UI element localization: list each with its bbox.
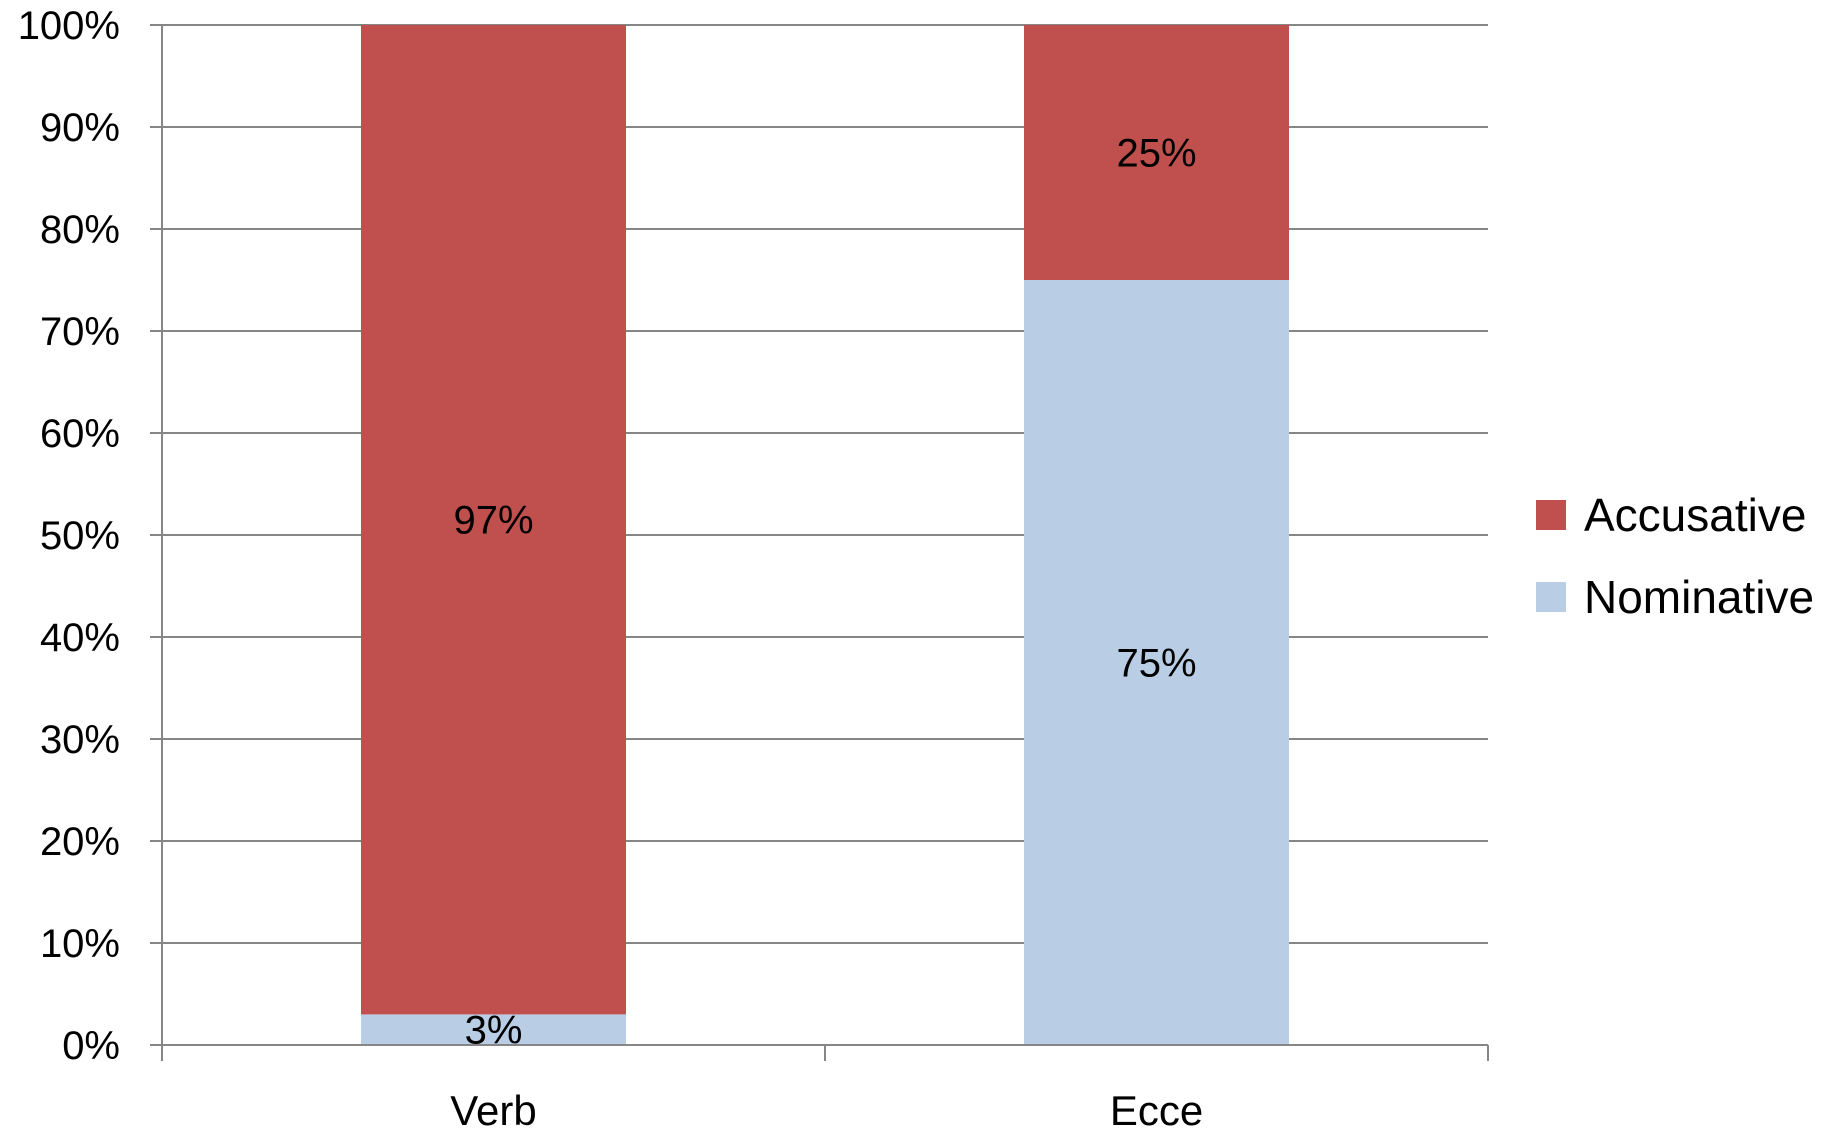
y-tick-label: 70%: [40, 310, 120, 354]
legend-swatch-nominative: [1536, 582, 1566, 612]
legend: Accusative Nominative: [1536, 489, 1814, 623]
bar-ecce-accusative: [1024, 25, 1289, 280]
y-axis-tick-labels: 0% 10% 20% 30% 40% 50% 60% 70% 80% 90% 100%: [18, 4, 120, 1068]
data-label-verb-accusative: 97%: [453, 499, 533, 543]
data-label-verb-nominative: 3%: [465, 1009, 523, 1053]
x-axis-category-labels: Verb Ecce: [450, 1087, 1203, 1129]
x-category-label: Verb: [450, 1087, 536, 1129]
legend-label-accusative: Accusative: [1584, 489, 1806, 541]
bar-verb-accusative: [361, 25, 626, 1015]
x-category-label: Ecce: [1110, 1087, 1203, 1129]
y-tick-label: 20%: [40, 820, 120, 864]
data-labels: 3% 97% 75% 25%: [453, 132, 1196, 1053]
legend-label-nominative: Nominative: [1584, 571, 1814, 623]
bars: [361, 25, 1289, 1045]
y-tick-label: 40%: [40, 616, 120, 660]
gridlines: [162, 24, 1488, 1046]
y-tick-label: 50%: [40, 514, 120, 558]
y-tick-label: 100%: [18, 4, 120, 48]
y-tick-label: 90%: [40, 106, 120, 150]
data-label-ecce-nominative: 75%: [1116, 642, 1196, 686]
legend-swatch-accusative: [1536, 500, 1566, 530]
axes: [150, 24, 1489, 1061]
y-tick-label: 0%: [62, 1024, 120, 1068]
y-tick-label: 30%: [40, 718, 120, 762]
bar-ecce-nominative: [1024, 280, 1289, 1045]
bar-verb-nominative: [361, 1014, 626, 1045]
y-tick-label: 80%: [40, 208, 120, 252]
y-tick-label: 10%: [40, 922, 120, 966]
data-label-ecce-accusative: 25%: [1116, 132, 1196, 176]
y-tick-label: 60%: [40, 412, 120, 456]
